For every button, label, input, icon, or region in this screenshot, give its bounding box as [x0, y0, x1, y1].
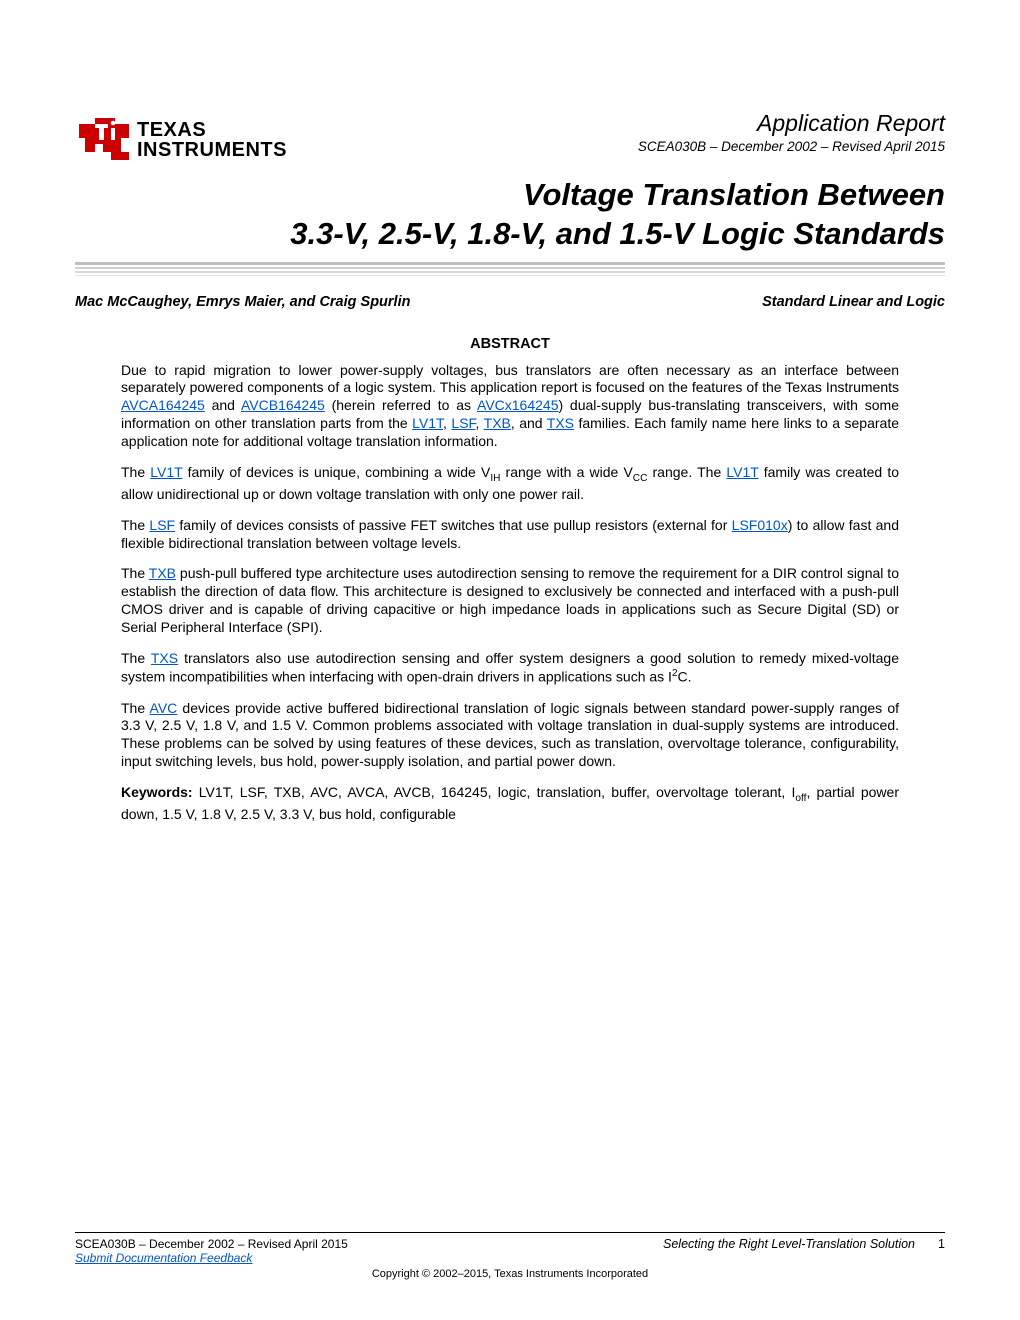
para-2: The LV1T family of devices is unique, co…	[121, 464, 899, 504]
page-number: 1	[915, 1237, 945, 1251]
link-avcb164245[interactable]: AVCB164245	[241, 397, 325, 413]
title-line-1: Voltage Translation Between	[523, 177, 945, 212]
svg-text:INSTRUMENTS: INSTRUMENTS	[137, 139, 287, 161]
footer-rule	[75, 1232, 945, 1233]
footer-row: SCEA030B – December 2002 – Revised April…	[75, 1237, 945, 1265]
footer-left: SCEA030B – December 2002 – Revised April…	[75, 1237, 348, 1265]
ti-logo: TEXAS INSTRUMENTS	[75, 110, 305, 166]
link-lv1t-2[interactable]: LV1T	[150, 464, 182, 480]
title-line-2: 3.3-V, 2.5-V, 1.8-V, and 1.5-V Logic Sta…	[290, 216, 945, 251]
link-avc[interactable]: AVC	[150, 700, 178, 716]
report-meta: Application Report SCEA030B – December 2…	[638, 110, 945, 154]
footer-section-title: Selecting the Right Level-Translation So…	[663, 1237, 915, 1251]
report-code: SCEA030B – December 2002 – Revised April…	[638, 139, 945, 154]
authors-row: Mac McCaughey, Emrys Maier, and Craig Sp…	[75, 294, 945, 310]
report-type: Application Report	[638, 110, 945, 137]
page-container: TEXAS INSTRUMENTS Application Report SCE…	[0, 0, 1020, 1320]
keywords-label: Keywords:	[121, 784, 193, 800]
authors: Mac McCaughey, Emrys Maier, and Craig Sp…	[75, 294, 410, 310]
link-lsf[interactable]: LSF	[451, 415, 475, 431]
abstract-content: ABSTRACT Due to rapid migration to lower…	[75, 336, 945, 824]
para-1: Due to rapid migration to lower power-su…	[121, 362, 899, 452]
link-txb[interactable]: TXB	[484, 415, 511, 431]
link-txs-2[interactable]: TXS	[151, 650, 178, 666]
para-4: The TXB push-pull buffered type architec…	[121, 565, 899, 637]
para-3: The LSF family of devices consists of pa…	[121, 517, 899, 553]
title-rule	[75, 262, 945, 276]
link-lsf-2[interactable]: LSF	[149, 517, 175, 533]
para-6: The AVC devices provide active buffered …	[121, 700, 899, 772]
document-title: Voltage Translation Between 3.3-V, 2.5-V…	[75, 176, 945, 254]
link-txb-2[interactable]: TXB	[149, 565, 176, 581]
feedback-link[interactable]: Submit Documentation Feedback	[75, 1251, 252, 1265]
page-footer: SCEA030B – December 2002 – Revised April…	[75, 1232, 945, 1280]
para-5: The TXS translators also use autodirecti…	[121, 650, 899, 686]
link-lv1t[interactable]: LV1T	[412, 415, 443, 431]
link-lsf010x[interactable]: LSF010x	[732, 517, 788, 533]
group: Standard Linear and Logic	[762, 294, 945, 310]
para-keywords: Keywords: LV1T, LSF, TXB, AVC, AVCA, AVC…	[121, 784, 899, 824]
footer-copyright: Copyright © 2002–2015, Texas Instruments…	[75, 1268, 945, 1280]
link-lv1t-3[interactable]: LV1T	[726, 464, 758, 480]
link-avca164245[interactable]: AVCA164245	[121, 397, 205, 413]
footer-code: SCEA030B – December 2002 – Revised April…	[75, 1237, 348, 1251]
link-txs[interactable]: TXS	[547, 415, 574, 431]
header-row: TEXAS INSTRUMENTS Application Report SCE…	[75, 110, 945, 166]
svg-text:TEXAS: TEXAS	[137, 119, 206, 141]
abstract-heading: ABSTRACT	[121, 336, 899, 352]
link-avcx164245[interactable]: AVCx164245	[477, 397, 558, 413]
